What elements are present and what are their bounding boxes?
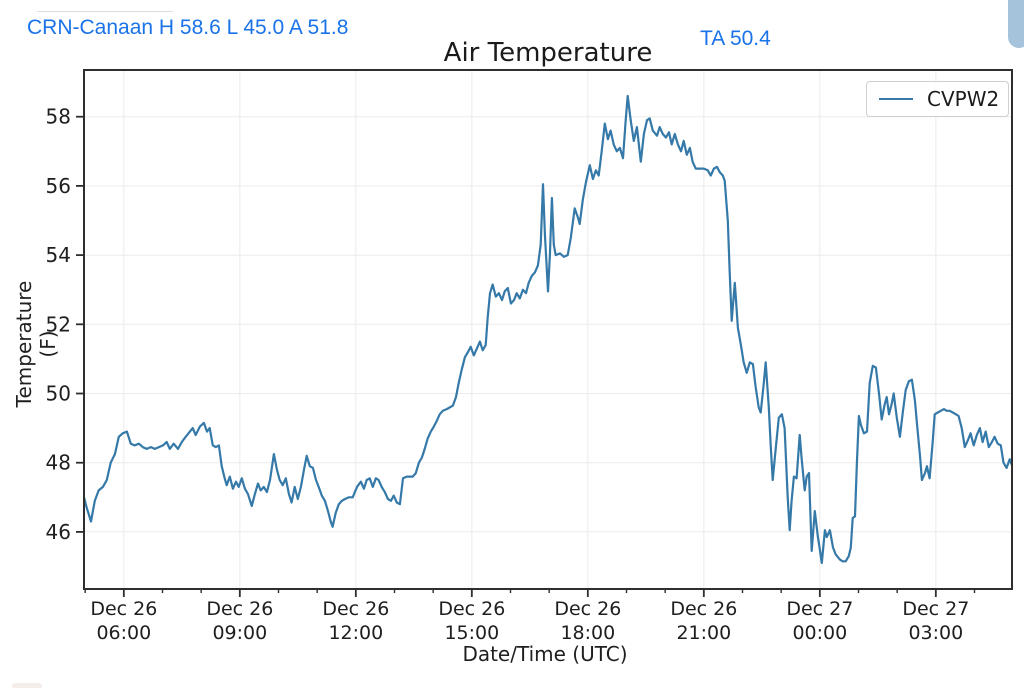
y-tick-label: 52	[46, 312, 71, 336]
x-tick-label: Dec 27	[902, 598, 969, 620]
legend: CVPW2	[866, 81, 1009, 117]
x-tick-label-time: 21:00	[676, 622, 731, 644]
y-tick-label: 56	[46, 174, 71, 198]
x-tick-label: Dec 27	[786, 598, 853, 620]
x-tick-label-time: 03:00	[908, 622, 963, 644]
y-tick-label: 48	[46, 451, 71, 475]
x-tick-label-time: 00:00	[792, 622, 847, 644]
x-tick-label: Dec 26	[554, 598, 621, 620]
x-tick-label-time: 15:00	[444, 622, 499, 644]
x-tick-label: Dec 26	[438, 598, 505, 620]
chart-title: Air Temperature	[443, 38, 653, 68]
x-axis-label: Date/Time (UTC)	[462, 642, 628, 666]
y-tick-label: 50	[46, 382, 71, 406]
x-tick-label-time: 09:00	[212, 622, 267, 644]
x-tick-label-time: 12:00	[328, 622, 383, 644]
y-tick-label: 58	[46, 105, 71, 129]
x-tick-label: Dec 26	[90, 598, 157, 620]
plot-border	[83, 69, 1013, 590]
legend-series-label: CVPW2	[927, 87, 1000, 111]
x-tick-label-time: 06:00	[96, 622, 151, 644]
x-tick-label: Dec 26	[670, 598, 737, 620]
y-tick-label: 46	[46, 520, 71, 544]
y-axis-ticks: 46 48 50 52 54 56 58	[46, 105, 84, 544]
legend-line-sample	[879, 98, 913, 100]
station-stats-text: CRN-Canaan H 58.6 L 45.0 A 51.8	[27, 16, 349, 39]
bottom-edge-artifact	[12, 683, 42, 688]
scrollbar-thumb[interactable]	[1008, 0, 1024, 48]
y-axis-label: Temperature (F)	[12, 280, 60, 408]
x-tick-label: Dec 26	[206, 598, 273, 620]
x-tick-label-time: 18:00	[560, 622, 615, 644]
gridlines	[84, 70, 1012, 589]
top-divider	[37, 11, 173, 12]
y-tick-label: 54	[46, 243, 71, 267]
ta-value-text: TA 50.4	[700, 27, 771, 50]
temperature-line	[82, 94, 1013, 565]
x-tick-label: Dec 26	[322, 598, 389, 620]
